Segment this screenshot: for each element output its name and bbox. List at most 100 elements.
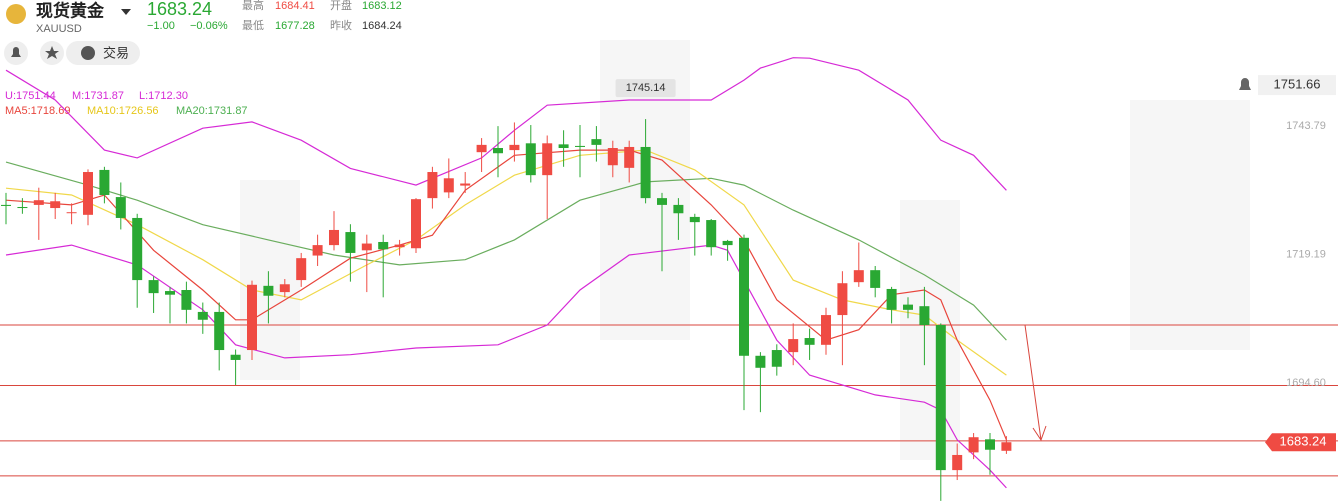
candle-body bbox=[755, 355, 766, 368]
forecast-arrow bbox=[1024, 324, 1047, 442]
candle-body bbox=[83, 172, 93, 215]
indicator-label: M:1731.87 bbox=[72, 90, 124, 102]
candle-body bbox=[640, 146, 651, 199]
candle-body bbox=[394, 244, 405, 248]
candle-body bbox=[575, 145, 585, 147]
candle-body bbox=[985, 439, 995, 450]
candle-body bbox=[919, 306, 930, 325]
candle-body bbox=[1001, 442, 1012, 451]
indicator-line bbox=[5, 161, 1007, 341]
indicator-label: MA20:1731.87 bbox=[176, 105, 248, 117]
stat-value: 1684.41 bbox=[275, 0, 315, 12]
last-price-tag bbox=[1265, 433, 1336, 452]
candle-body bbox=[378, 241, 389, 250]
y-tick-label: 1743.79 bbox=[1286, 120, 1326, 132]
alert-bell-icon bbox=[1239, 78, 1251, 91]
candle-body bbox=[771, 350, 782, 367]
stat-label: 最低 bbox=[242, 19, 264, 32]
stat-label: 昨收 bbox=[330, 18, 352, 32]
change-pct: −0.06% bbox=[190, 20, 228, 32]
y-tick-label: 1694.60 bbox=[1286, 377, 1326, 389]
indicator-label: L:1712.30 bbox=[139, 90, 188, 102]
candle-body bbox=[525, 143, 536, 176]
candle-body bbox=[804, 338, 815, 345]
candle-body bbox=[722, 240, 733, 246]
candle-body bbox=[607, 148, 618, 166]
candle-body bbox=[50, 201, 61, 209]
candle-body bbox=[263, 285, 274, 296]
stat-value: 1683.12 bbox=[362, 0, 402, 12]
candle-body bbox=[624, 146, 635, 168]
candle-body bbox=[312, 245, 323, 256]
candle-body bbox=[886, 288, 897, 310]
candle-body bbox=[509, 144, 520, 151]
candle-body bbox=[17, 206, 28, 209]
last-price: 1683.24 bbox=[1280, 434, 1327, 449]
candle-body bbox=[148, 280, 159, 294]
candle-body bbox=[739, 237, 749, 356]
candle-body bbox=[1, 204, 11, 206]
candle-body bbox=[296, 258, 307, 281]
candle-body bbox=[460, 183, 471, 186]
indicator-line bbox=[5, 57, 1007, 191]
candle-body bbox=[33, 200, 44, 205]
candle-body bbox=[66, 212, 77, 214]
candle-body bbox=[558, 144, 569, 149]
stat-label: 最高 bbox=[242, 0, 264, 12]
bell-icon bbox=[11, 47, 21, 57]
candle-body bbox=[329, 229, 339, 246]
candle-body bbox=[427, 172, 438, 199]
title[interactable]: 现货黄金 bbox=[36, 0, 105, 20]
candle-body bbox=[968, 437, 979, 453]
peak-label-box bbox=[615, 79, 676, 98]
candle-body bbox=[853, 270, 864, 283]
candle-body bbox=[673, 204, 684, 214]
candle-body bbox=[952, 454, 963, 471]
symbol: XAUUSD bbox=[36, 23, 82, 35]
stat-label: 开盘 bbox=[330, 0, 352, 12]
candle-body bbox=[788, 339, 799, 353]
candle-body bbox=[689, 216, 700, 223]
candle-body bbox=[870, 270, 881, 288]
change: −1.00 bbox=[147, 20, 175, 32]
alert-price: 1751.66 bbox=[1274, 76, 1321, 91]
candle-body bbox=[935, 324, 946, 471]
trade-icon bbox=[81, 46, 95, 60]
star-icon bbox=[45, 46, 59, 59]
candle-body bbox=[279, 284, 290, 293]
candle-body bbox=[361, 243, 372, 251]
coin-icon bbox=[6, 4, 26, 24]
trade-label[interactable]: 交易 bbox=[103, 45, 129, 60]
stat-value: 1684.24 bbox=[362, 20, 402, 32]
candle-body bbox=[115, 197, 126, 218]
dropdown-arrow[interactable] bbox=[121, 9, 131, 15]
candle-body bbox=[197, 311, 208, 320]
candle-body bbox=[99, 169, 110, 195]
peak-label: 1745.14 bbox=[626, 82, 666, 94]
candle-body bbox=[132, 217, 143, 281]
alert-price-box bbox=[1258, 75, 1336, 96]
candle-body bbox=[214, 311, 225, 351]
stat-value: 1677.28 bbox=[275, 20, 315, 32]
candle-body bbox=[411, 199, 421, 249]
candle-body bbox=[345, 232, 356, 253]
price: 1683.24 bbox=[147, 0, 212, 19]
candle-body bbox=[657, 198, 667, 205]
candle-body bbox=[837, 283, 848, 316]
candle-body bbox=[542, 143, 553, 176]
candle-body bbox=[821, 315, 831, 345]
candle-body bbox=[181, 290, 192, 310]
y-tick-label: 1719.19 bbox=[1286, 248, 1326, 260]
candle-body bbox=[706, 220, 717, 248]
candle-body bbox=[165, 291, 175, 295]
candle-body bbox=[591, 139, 602, 145]
indicator-label: MA5:1718.69 bbox=[5, 105, 70, 117]
indicator-label: MA10:1726.56 bbox=[87, 105, 159, 117]
candle-body bbox=[476, 144, 487, 153]
candle-body bbox=[230, 354, 241, 360]
candle-body bbox=[493, 148, 503, 154]
candle-body bbox=[247, 284, 257, 351]
candle-body bbox=[443, 178, 454, 193]
candle-body bbox=[903, 304, 913, 310]
